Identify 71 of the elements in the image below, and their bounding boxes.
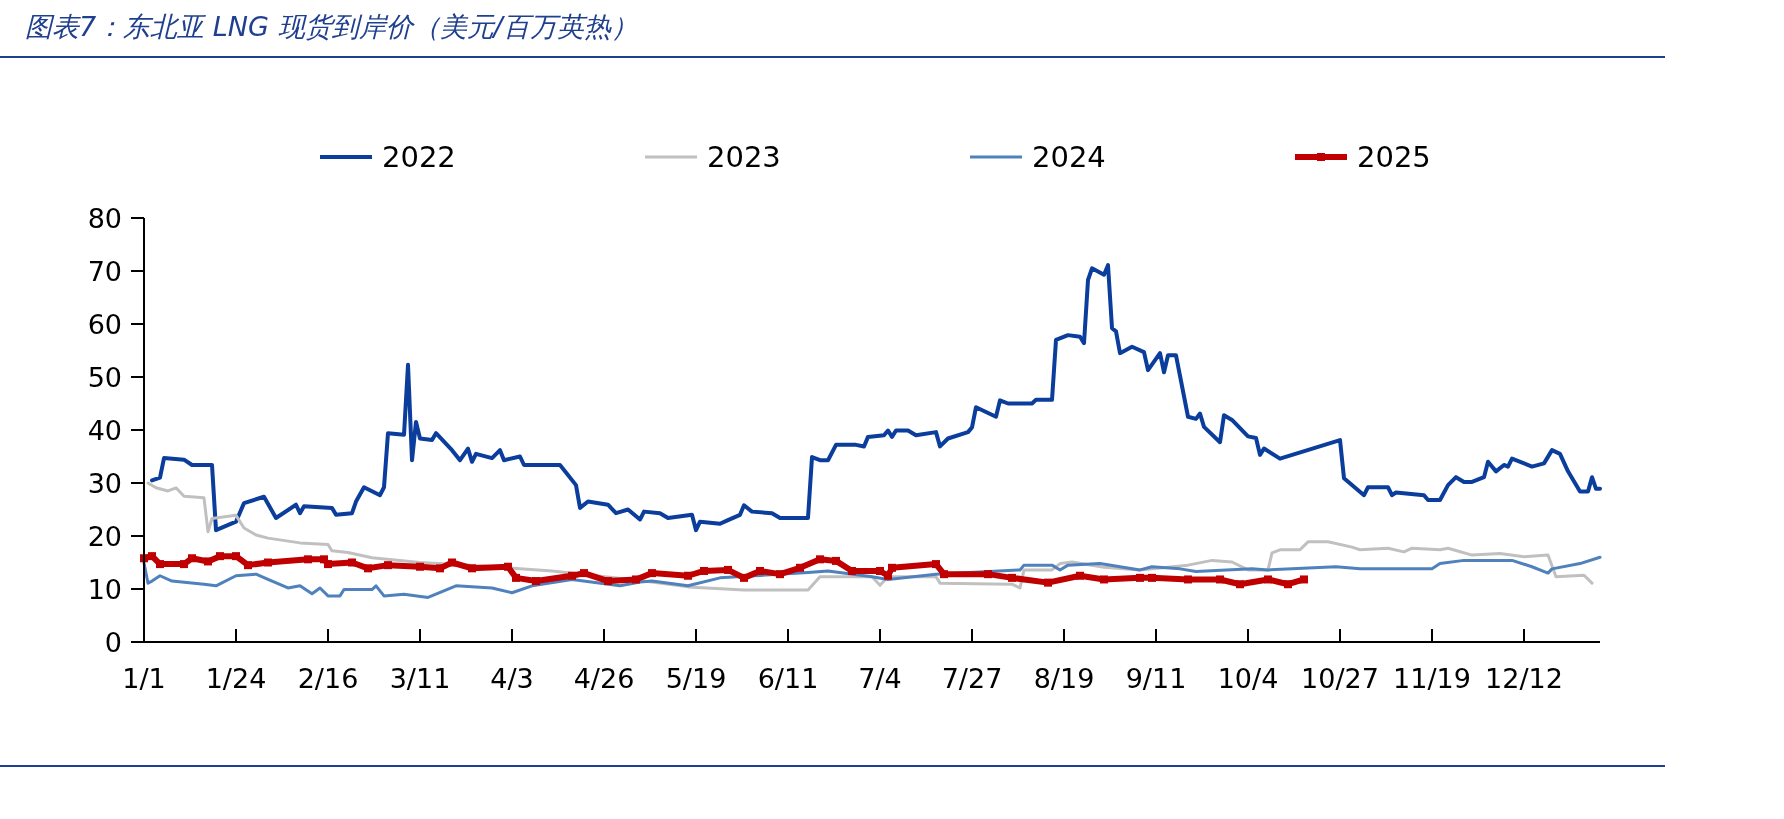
- point: [848, 566, 856, 575]
- point: [1264, 575, 1272, 584]
- point: [888, 563, 896, 572]
- point: [604, 577, 612, 586]
- chart-title: 图表7：东北亚 LNG 现货到岸价（美元/百万英热）: [25, 11, 638, 42]
- x-tick-label: 6/11: [757, 663, 819, 694]
- x-tick-label: 4/26: [573, 663, 635, 694]
- point: [884, 571, 892, 580]
- point: [776, 570, 784, 579]
- legend-label: 2023: [707, 140, 781, 174]
- legend-label: 2022: [382, 140, 456, 174]
- point: [532, 577, 540, 586]
- point: [244, 561, 252, 570]
- point: [188, 554, 196, 563]
- point: [1008, 573, 1016, 582]
- x-tick-label: 7/4: [858, 663, 902, 694]
- point: [740, 573, 748, 582]
- point: [816, 555, 824, 564]
- point: [632, 575, 640, 584]
- point: [684, 571, 692, 580]
- y-tick-label: 50: [87, 362, 122, 393]
- x-tick-label: 1/24: [205, 663, 267, 694]
- x-tick-label: 3/11: [389, 663, 451, 694]
- legend-label: 2024: [1032, 140, 1106, 174]
- point: [156, 560, 164, 569]
- x-tick-label: 12/12: [1485, 663, 1563, 694]
- point: [756, 566, 764, 575]
- x-tick-label: 5/19: [665, 663, 727, 694]
- x-tick-label: 7/27: [941, 663, 1003, 694]
- x-tick-label: 10/27: [1301, 663, 1379, 694]
- point: [232, 552, 240, 561]
- y-tick-label: 10: [87, 574, 122, 605]
- point: [1216, 575, 1224, 584]
- x-tick-label: 9/11: [1125, 663, 1187, 694]
- point: [580, 569, 588, 578]
- y-tick-label: 80: [87, 203, 122, 234]
- point: [148, 552, 156, 561]
- x-tick-label: 8/19: [1033, 663, 1095, 694]
- legend-label: 2025: [1357, 140, 1431, 174]
- point: [724, 565, 732, 574]
- x-tick-label: 10/4: [1217, 663, 1279, 694]
- point: [216, 552, 224, 561]
- x-tick-label: 2/16: [297, 663, 359, 694]
- y-tick-label: 70: [87, 256, 122, 287]
- y-tick-label: 60: [87, 309, 122, 340]
- point: [264, 558, 272, 567]
- point: [1076, 571, 1084, 580]
- point: [932, 560, 940, 569]
- point: [1284, 580, 1292, 589]
- point: [1236, 580, 1244, 589]
- point: [1300, 575, 1308, 584]
- point: [940, 570, 948, 579]
- y-tick-label: 0: [104, 627, 122, 658]
- point: [984, 570, 992, 579]
- point: [1044, 578, 1052, 587]
- point: [324, 560, 332, 569]
- y-tick-label: 40: [87, 415, 122, 446]
- point: [832, 556, 840, 565]
- point: [180, 560, 188, 569]
- x-tick-label: 4/3: [490, 663, 534, 694]
- point: [648, 569, 656, 578]
- point: [348, 558, 356, 567]
- point: [796, 563, 804, 572]
- y-tick-label: 20: [87, 521, 122, 552]
- x-tick-label: 11/19: [1393, 663, 1471, 694]
- point: [204, 557, 212, 566]
- point: [364, 564, 372, 573]
- y-tick-label: 30: [87, 468, 122, 499]
- point: [700, 566, 708, 575]
- point: [876, 566, 884, 575]
- x-tick-label: 1/1: [122, 663, 166, 694]
